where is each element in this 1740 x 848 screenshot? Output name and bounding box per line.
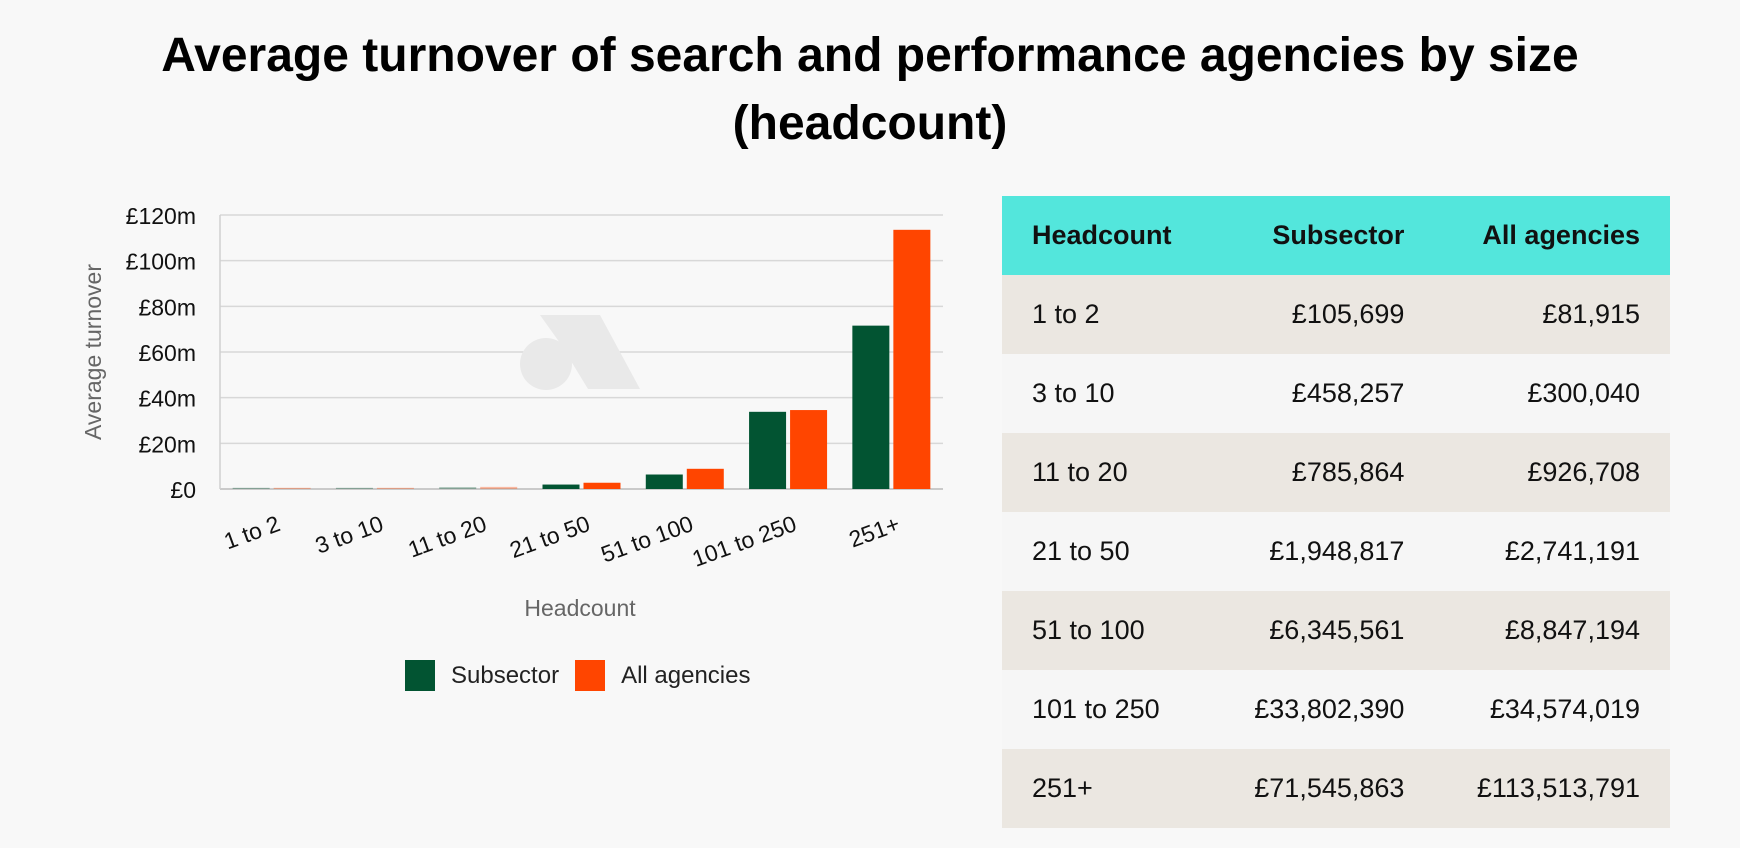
x-tick-label: 21 to 50 [506,510,593,563]
table-row: 21 to 50 £1,948,817 £2,741,191 [1002,512,1670,591]
cell-subsector: £1,948,817 [1212,512,1435,591]
page-title: Average turnover of search and performan… [0,22,1740,158]
legend-item-subsector: Subsector [405,660,559,691]
table-row: 251+ £71,545,863 £113,513,791 [1002,749,1670,828]
bar-subsector [749,411,787,489]
header-all-agencies: All agencies [1434,196,1670,275]
cell-headcount: 1 to 2 [1002,275,1213,354]
cell-subsector: £458,257 [1212,354,1435,433]
y-tick-label: £20m [138,431,196,457]
table-row: 1 to 2 £105,699 £81,915 [1002,275,1670,354]
y-tick-label: £80m [138,294,196,320]
bar-subsector [542,484,580,489]
cell-headcount: 21 to 50 [1002,512,1213,591]
y-tick-label: £100m [126,249,196,275]
turnover-table: Headcount Subsector All agencies 1 to 2 £… [1002,196,1670,828]
bar-all-agencies [790,410,828,489]
cell-headcount: 51 to 100 [1002,591,1213,670]
table-row: 101 to 250 £33,802,390 £34,574,019 [1002,670,1670,749]
cell-headcount: 101 to 250 [1002,670,1213,749]
bar-all-agencies [273,487,311,489]
cell-all-agencies: £113,513,791 [1434,749,1670,828]
table-row: 11 to 20 £785,864 £926,708 [1002,433,1670,512]
bar-subsector [335,487,373,489]
bar-subsector [645,474,683,489]
bar-all-agencies [583,482,621,489]
legend-label-all-agencies: All agencies [621,661,751,689]
bar-all-agencies [376,487,414,489]
title-line-2: (headcount) [732,97,1008,150]
cell-all-agencies: £34,574,019 [1434,670,1670,749]
x-axis-title: Headcount [524,595,636,621]
legend-swatch-subsector [405,660,435,691]
bar-all-agencies [686,468,724,489]
table-row: 51 to 100 £6,345,561 £8,847,194 [1002,591,1670,670]
cell-all-agencies: £8,847,194 [1434,591,1670,670]
table-row: 3 to 10 £458,257 £300,040 [1002,354,1670,433]
cell-headcount: 251+ [1002,749,1213,828]
legend-label-subsector: Subsector [451,661,560,689]
cell-all-agencies: £81,915 [1434,275,1670,354]
bar-subsector [852,325,890,489]
cell-subsector: £71,545,863 [1212,749,1435,828]
header-headcount: Headcount [1002,196,1213,275]
cell-all-agencies: £926,708 [1434,433,1670,512]
legend-item-all-agencies: All agencies [575,660,750,691]
y-tick-label: £0 [170,477,196,503]
bar-all-agencies [480,486,518,489]
x-tick-label: 101 to 250 [689,510,800,572]
y-tick-label: £40m [138,386,196,412]
cell-headcount: 3 to 10 [1002,354,1213,433]
bar-subsector [232,487,270,489]
cell-all-agencies: £2,741,191 [1434,512,1670,591]
bar-all-agencies [893,229,931,489]
y-axis-title: Average turnover [80,264,106,440]
bar-chart: £0 £20m £40m £60m £80m £100m £120m 1 to 2 3 to 1… [80,203,943,621]
cell-subsector: £33,802,390 [1212,670,1435,749]
title-line-1: Average turnover of search and performan… [161,29,1579,82]
table-header-row: Headcount Subsector All agencies [1002,196,1670,275]
y-tick-label: £60m [138,340,196,366]
header-subsector: Subsector [1212,196,1435,275]
cell-subsector: £6,345,561 [1212,591,1435,670]
cell-subsector: £785,864 [1212,433,1435,512]
x-tick-label: 11 to 20 [405,510,490,562]
cell-all-agencies: £300,040 [1434,354,1670,433]
x-tick-label: 1 to 2 [220,510,283,554]
legend-swatch-all-agencies [575,660,606,691]
chart-legend: Subsector All agencies [405,660,766,691]
y-tick-label: £120m [126,203,196,229]
cell-headcount: 11 to 20 [1002,433,1213,512]
bar-subsector [439,487,477,489]
x-tick-label: 3 to 10 [312,510,387,558]
cell-subsector: £105,699 [1212,275,1435,354]
x-tick-label: 51 to 100 [597,510,696,567]
x-tick-label: 251+ [845,510,903,552]
watermark-logo [520,315,640,390]
